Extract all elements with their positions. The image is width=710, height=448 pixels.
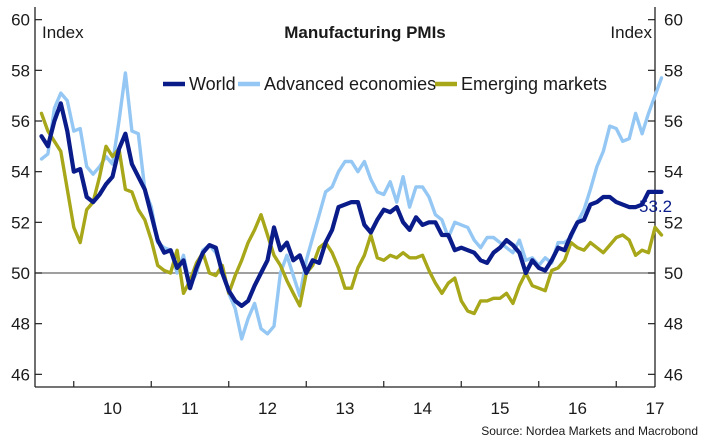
y-tick-label-right: 56: [664, 112, 683, 131]
y-tick-label-left: 58: [11, 61, 30, 80]
right-axis-unit: Index: [610, 23, 652, 42]
x-tick-label: 15: [491, 399, 510, 418]
axis-layer: 46 46 48 48 50 50 52 52 54 54 56 56 58 58 60 60 10 11 12 13…: [11, 7, 683, 418]
source-note: Source: Nordea Markets and Macrobond: [481, 424, 698, 438]
series-line-world: [39, 101, 664, 308]
y-tick-label-right: 50: [664, 264, 683, 283]
world-end-value-label: 53.2: [639, 197, 672, 216]
y-tick-label-right: 58: [664, 61, 683, 80]
y-tick-label-left: 54: [11, 163, 30, 182]
y-tick-label-right: 48: [664, 315, 683, 334]
x-tick-label: 16: [568, 399, 587, 418]
y-tick-label-left: 48: [11, 315, 30, 334]
x-tick-label: 12: [258, 399, 277, 418]
chart-title: Manufacturing PMIs: [284, 23, 446, 42]
legend: World Advanced economies Emerging markets: [163, 74, 607, 94]
legend-label: Advanced economies: [264, 74, 436, 94]
y-tick-label-left: 50: [11, 264, 30, 283]
left-axis-unit: Index: [42, 23, 84, 42]
y-tick-label-right: 54: [664, 163, 683, 182]
y-tick-label-left: 56: [11, 112, 30, 131]
x-tick-label: 14: [413, 399, 432, 418]
y-tick-label-left: 46: [11, 365, 30, 384]
legend-label: World: [189, 74, 236, 94]
series-line-emerging-markets: [39, 111, 664, 316]
y-tick-label-left: 52: [11, 213, 30, 232]
y-tick-label-right: 60: [664, 11, 683, 30]
y-tick-label-left: 60: [11, 11, 30, 30]
x-tick-label: 10: [103, 399, 122, 418]
x-tick-label: 13: [336, 399, 355, 418]
x-tick-label: 17: [646, 399, 665, 418]
y-tick-label-right: 46: [664, 365, 683, 384]
legend-label: Emerging markets: [461, 74, 607, 94]
text-layer: Manufacturing PMIs Index Index Source: N…: [42, 23, 698, 438]
y-tick-label-right: 52: [664, 213, 683, 232]
x-tick-label: 11: [181, 399, 199, 418]
series-layer: 53.2: [39, 71, 672, 341]
